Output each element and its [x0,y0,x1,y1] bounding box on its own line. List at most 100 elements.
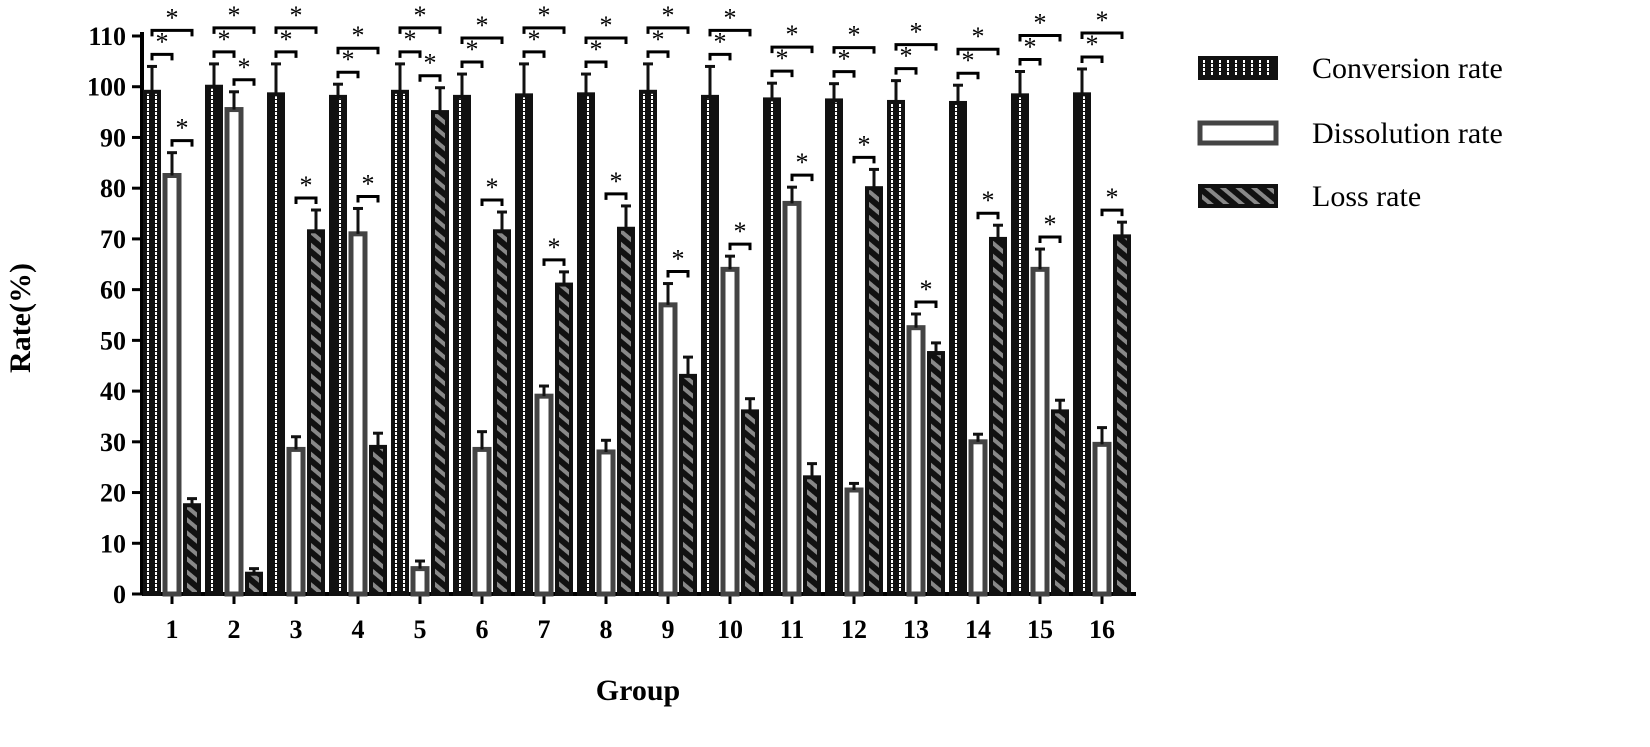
legend-item-conversion-rate: Conversion rate [1198,52,1503,85]
y-tick-label: 70 [100,225,126,254]
significance-star: * [724,3,737,32]
bar-conversion-rate [763,97,781,596]
x-tick-label: 1 [166,615,179,644]
significance-star: * [156,27,169,56]
significance-star: * [838,45,851,74]
significance-star: * [476,11,489,40]
significance-star: * [218,25,231,54]
significance-bracket [852,155,876,164]
bar-conversion-rate [391,89,409,597]
significance-brackets: ************ ****** ****** ****************… [150,1,1124,308]
significance-star: * [1106,183,1119,212]
significance-star: * [600,11,613,40]
significance-bracket [1100,208,1124,217]
bar-dissolution-rate [844,487,864,597]
bar-conversion-rate [701,94,719,596]
x-tick-label: 9 [662,615,675,644]
significance-bracket [894,67,918,75]
significance-bracket [294,196,318,204]
bar-loss-rate [989,236,1007,596]
significance-star: * [238,53,251,82]
significance-star: * [300,171,313,200]
significance-star: * [166,3,179,32]
bar-dissolution-rate [720,266,740,597]
y-axis-title: Rate(%) [4,263,37,373]
significance-star: * [848,21,861,50]
x-tick-label: 14 [965,615,991,644]
bar-loss-rate [245,571,263,597]
significance-bracket [584,36,628,45]
bar-conversion-rate [515,93,533,596]
legend-item-loss-rate: Loss rate [1198,180,1421,213]
x-tick-label: 6 [476,615,489,644]
significance-bracket [770,69,794,78]
bar-conversion-rate [267,92,285,596]
legend-swatch-loss-rate [1198,184,1278,208]
x-tick-label: 5 [414,615,427,644]
significance-star: * [290,1,303,30]
significance-bracket [1018,58,1042,66]
significance-bracket [522,50,546,58]
x-tick-label: 4 [352,615,365,644]
significance-star: * [1034,9,1047,38]
significance-bracket [150,28,194,37]
bar-conversion-rate [1011,93,1029,596]
significance-star: * [962,46,975,75]
significance-star: * [548,233,561,262]
significance-star: * [1096,6,1109,35]
y-tick-label: 40 [100,377,126,406]
significance-bracket [914,300,938,308]
bar-dissolution-rate [968,439,988,597]
significance-bracket [956,47,1000,56]
significance-bracket [646,50,670,58]
bar-conversion-rate [577,92,595,596]
bar-dissolution-rate [782,200,802,597]
significance-bracket [150,52,174,61]
y-tick-label: 10 [100,529,126,558]
significance-bracket [460,60,484,69]
y-tick-label: 110 [88,22,126,51]
bar-loss-rate [617,226,635,596]
bar-dissolution-rate [348,231,368,597]
significance-bracket [212,50,236,58]
bar-conversion-rate [1073,92,1091,596]
bar-dissolution-rate [1030,266,1050,597]
significance-star: * [672,245,685,274]
significance-bracket [646,26,690,34]
x-tick-label: 15 [1027,615,1053,644]
bar-dissolution-rate [534,393,554,597]
legend-item-dissolution-rate: Dissolution rate [1197,117,1503,150]
bar-loss-rate [803,475,821,596]
x-tick-label: 8 [600,615,613,644]
bar-loss-rate [679,373,697,597]
legend: Conversion rate Dissolution rate Loss ra… [1197,52,1503,213]
significance-bracket [894,43,938,51]
significance-bracket [274,26,318,34]
bar-loss-rate [555,282,573,596]
significance-bracket [356,194,380,203]
significance-bracket [542,258,566,266]
significance-bracket [708,28,752,37]
significance-bracket [274,50,298,58]
bar-loss-rate [183,503,201,596]
significance-star: * [1086,30,1099,59]
bar-dissolution-rate [596,449,616,597]
significance-bracket [418,74,442,82]
bar-loss-rate [493,229,511,597]
bar-dissolution-rate [286,446,306,597]
significance-star: * [920,275,933,304]
significance-star: * [786,20,799,49]
significance-bracket [1080,31,1124,39]
significance-star: * [280,25,293,54]
y-tick-label: 60 [100,276,126,305]
bar-dissolution-rate [1092,441,1112,597]
significance-star: * [972,22,985,51]
bar-loss-rate [369,444,387,596]
x-tick-label: 16 [1089,615,1115,644]
legend-label-dissolution-rate: Dissolution rate [1312,117,1503,150]
significance-star: * [982,186,995,215]
significance-star: * [486,173,499,202]
significance-bracket [604,192,628,200]
legend-swatch-conversion-rate [1198,56,1278,80]
